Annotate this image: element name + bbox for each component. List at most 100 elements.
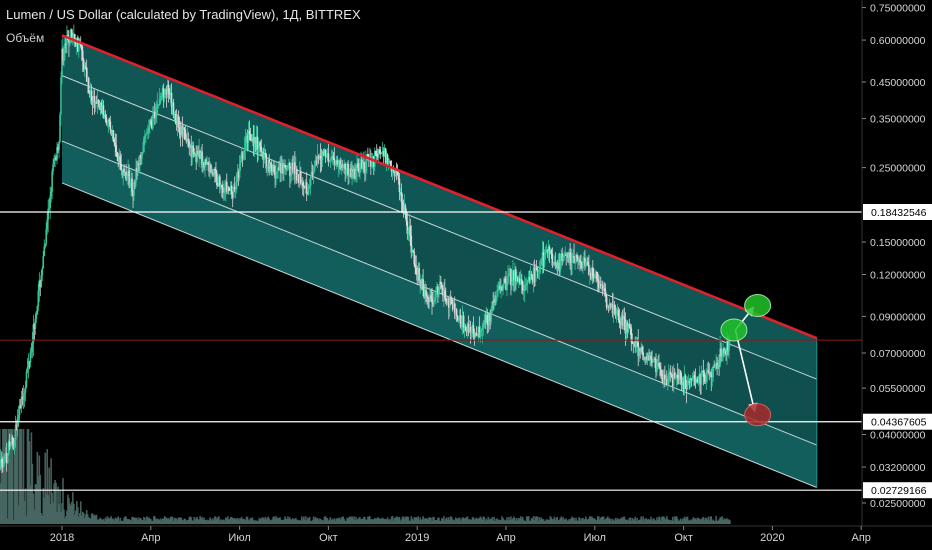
volume-bar	[227, 519, 230, 524]
candle-body	[111, 130, 114, 132]
candle-body	[66, 35, 68, 45]
volume-bar	[260, 518, 263, 524]
candle-body	[73, 33, 75, 37]
candle-body	[403, 205, 406, 213]
candle-body	[577, 258, 579, 261]
volume-bar	[650, 516, 652, 524]
candle-body	[706, 370, 709, 373]
volume-bar	[378, 518, 381, 524]
candle-body	[192, 145, 195, 153]
candle-body	[106, 123, 109, 125]
volume-bar	[159, 518, 162, 524]
volume-bar	[641, 519, 643, 524]
candle-body	[235, 175, 238, 189]
candle-body	[207, 162, 209, 164]
candle-body	[338, 160, 341, 164]
candle-body	[638, 348, 640, 357]
candle-body	[294, 162, 296, 175]
candle-body	[197, 151, 199, 155]
candle-body	[570, 258, 572, 263]
candle-body	[711, 377, 714, 378]
volume-bar	[572, 517, 574, 524]
volume-bar	[179, 517, 182, 524]
volume-bar	[550, 517, 553, 524]
volume-bar	[35, 484, 38, 524]
volume-bar	[341, 516, 344, 524]
candle-body	[712, 366, 714, 378]
volume-bar	[149, 518, 151, 524]
candle-body	[102, 105, 105, 116]
volume-bar	[329, 517, 332, 524]
candle-body	[687, 380, 690, 382]
volume-bar	[428, 517, 430, 524]
candle-body	[483, 320, 486, 325]
volume-bar	[652, 518, 654, 524]
candle-body	[55, 157, 57, 160]
volume-bar	[180, 517, 183, 524]
volume-bar	[424, 518, 426, 524]
candle-body	[415, 267, 418, 274]
volume-bar	[32, 493, 35, 524]
volume-bar	[262, 517, 265, 524]
candle-body	[82, 59, 85, 70]
candle-body	[548, 246, 551, 253]
volume-bar	[648, 519, 650, 524]
candle-body	[241, 152, 244, 159]
volume-bar	[638, 519, 640, 524]
candle-body	[432, 302, 434, 305]
volume-bar	[575, 517, 577, 524]
volume-bar	[264, 516, 267, 524]
volume-bar	[691, 519, 694, 524]
candle-body	[514, 269, 516, 280]
candle-body	[220, 184, 222, 187]
y-tick-label: 0.45000000	[870, 77, 926, 89]
candle-body	[293, 162, 295, 171]
candle-body	[584, 257, 586, 267]
candle-body	[176, 115, 179, 125]
candle-body	[453, 303, 456, 314]
volume-bar	[230, 517, 233, 524]
candle-body	[575, 254, 577, 263]
volume-bar	[722, 520, 724, 524]
price-label: 0.04367605	[871, 417, 927, 429]
candle-body	[281, 164, 283, 173]
candle-body	[91, 100, 94, 102]
volume-bar	[621, 518, 624, 524]
candle-body	[344, 163, 346, 175]
volume-bar	[20, 429, 23, 524]
candle-body	[1, 462, 4, 468]
candle-body	[607, 306, 610, 308]
volume-bar	[702, 516, 705, 524]
volume-bar	[554, 520, 557, 524]
volume-bar	[191, 520, 194, 524]
candle-body	[692, 375, 695, 379]
volume-bar	[631, 517, 634, 524]
candle-body	[158, 98, 161, 105]
volume-bars	[0, 429, 731, 524]
candle-body	[405, 214, 408, 222]
volume-bar	[630, 520, 633, 524]
candle-body	[489, 313, 492, 322]
volume-bar	[6, 518, 9, 524]
candle-body	[714, 364, 716, 368]
volume-bar	[135, 517, 137, 524]
volume-bar	[425, 517, 427, 524]
volume-bar	[522, 519, 525, 524]
candle-body	[455, 309, 458, 317]
volume-bar	[382, 518, 385, 524]
volume-bar	[703, 520, 706, 524]
volume-bar	[198, 519, 200, 524]
volume-bar	[201, 516, 203, 524]
candle-body	[144, 135, 146, 139]
volume-bar	[157, 519, 160, 524]
volume-bar	[197, 519, 199, 524]
volume-bar	[589, 516, 591, 524]
candle-body	[425, 289, 427, 297]
candle-body	[458, 315, 461, 320]
candle-body	[283, 165, 285, 174]
volume-bar	[717, 520, 719, 524]
volume-bar	[627, 520, 630, 524]
volume-bar	[497, 520, 499, 524]
x-tick-label: Апр	[496, 532, 515, 544]
